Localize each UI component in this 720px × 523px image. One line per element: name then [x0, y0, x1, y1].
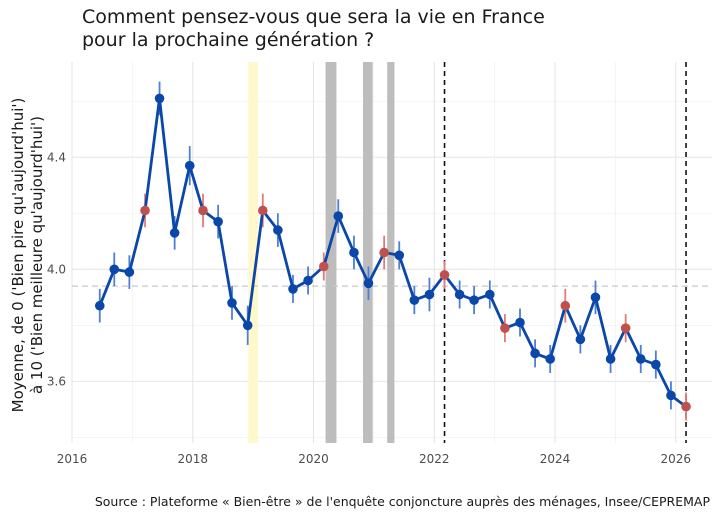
- data-points: [94, 93, 691, 412]
- data-point: [560, 300, 571, 311]
- data-point: [213, 216, 223, 227]
- data-point: [666, 390, 676, 401]
- data-point: [424, 289, 435, 300]
- shaded-period-3: [363, 62, 373, 443]
- data-point: [288, 284, 298, 294]
- data-point: [485, 289, 495, 300]
- data-point: [154, 93, 165, 104]
- data-point: [379, 247, 389, 258]
- data-point: [349, 247, 359, 258]
- data-point: [303, 275, 313, 286]
- data-point: [651, 359, 661, 370]
- x-tick-label: 2020: [298, 452, 329, 466]
- x-tick-label: 2016: [57, 452, 88, 466]
- data-point: [590, 292, 601, 303]
- data-point: [257, 205, 268, 216]
- data-point: [273, 225, 283, 235]
- data-point: [140, 205, 150, 216]
- data-point: [124, 267, 135, 277]
- data-point: [184, 160, 195, 171]
- data-point: [605, 354, 616, 364]
- x-tick-label: 2018: [177, 452, 208, 466]
- data-point: [227, 298, 237, 308]
- data-point: [109, 264, 120, 275]
- chart-title-line-1: Comment pensez-vous que sera la vie en F…: [82, 6, 545, 28]
- data-point: [545, 354, 555, 364]
- data-point: [94, 300, 105, 311]
- chart-title: Comment pensez-vous que sera la vie en F…: [82, 6, 702, 52]
- data-point: [169, 228, 180, 238]
- source-note: Source : Plateforme « Bien-être » de l'e…: [94, 494, 710, 509]
- x-tick-label: 2026: [661, 452, 692, 466]
- data-point: [575, 334, 586, 345]
- data-point: [439, 270, 450, 280]
- data-point: [394, 250, 405, 261]
- data-point: [242, 320, 253, 331]
- data-point: [620, 323, 631, 333]
- data-point: [681, 401, 691, 412]
- x-tick-label: 2024: [540, 452, 571, 466]
- data-point: [454, 289, 465, 300]
- shaded-period-1: [248, 62, 258, 443]
- y-tick-label: 4.0: [47, 262, 66, 276]
- data-point: [530, 348, 540, 359]
- data-point: [333, 211, 344, 221]
- data-point: [469, 295, 479, 305]
- data-point: [198, 205, 208, 216]
- x-tick-label: 2022: [419, 452, 450, 466]
- data-point: [363, 278, 374, 289]
- data-point: [500, 323, 510, 333]
- data-point: [409, 295, 420, 305]
- shaded-period-2: [325, 62, 337, 443]
- data-point: [515, 317, 525, 328]
- y-tick-label: 3.6: [47, 374, 66, 388]
- data-point: [635, 354, 646, 364]
- chart-title-line-2: pour la prochaine génération ?: [82, 29, 375, 51]
- series-line: [98, 97, 687, 408]
- data-point: [318, 261, 329, 272]
- y-tick-label: 4.4: [47, 150, 66, 164]
